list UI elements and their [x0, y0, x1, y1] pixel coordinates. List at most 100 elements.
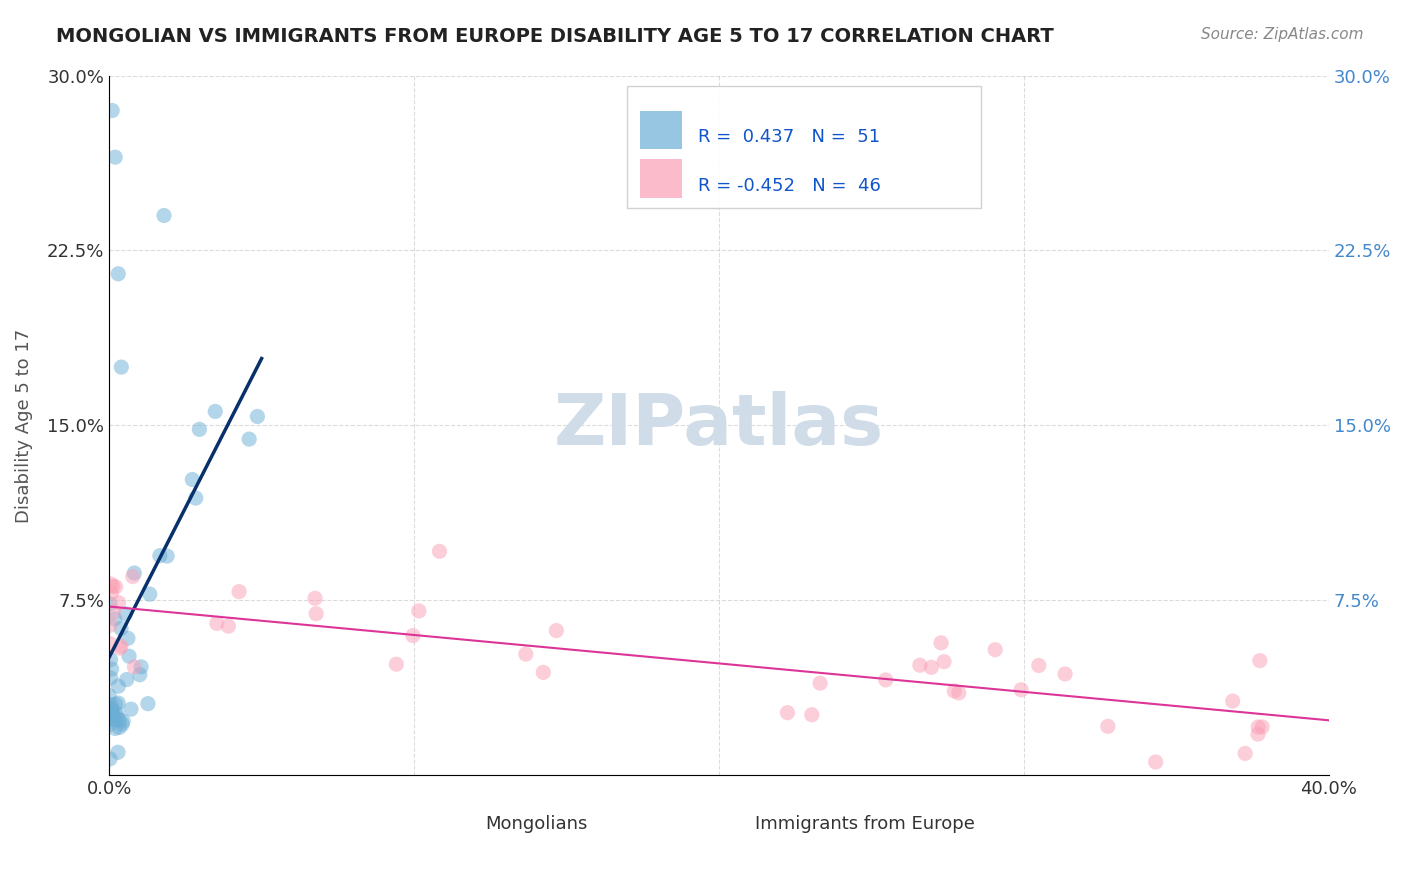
Point [120, 702, 142, 716]
Point [984, 642, 1007, 657]
Point [1097, 719, 1119, 733]
FancyBboxPatch shape [640, 160, 682, 198]
Point [1028, 658, 1050, 673]
Point [908, 658, 931, 673]
Point [100, 662, 122, 676]
Point [228, 584, 250, 599]
Point [101, 712, 124, 726]
Point [408, 604, 430, 618]
Point [776, 706, 799, 720]
Point [246, 409, 269, 424]
Point [98, 717, 121, 731]
FancyBboxPatch shape [762, 810, 792, 835]
Point [108, 713, 131, 727]
Point [98, 618, 121, 632]
Point [100, 707, 122, 722]
Point [128, 667, 150, 681]
Point [546, 624, 568, 638]
Point [429, 544, 451, 558]
Point [920, 660, 942, 674]
Point [101, 579, 124, 593]
Point [531, 665, 554, 680]
Point [117, 632, 139, 646]
Point [124, 660, 146, 674]
Point [118, 649, 141, 664]
Point [124, 566, 146, 580]
Point [1144, 755, 1167, 769]
Point [204, 404, 226, 418]
Point [114, 607, 136, 621]
Point [1222, 694, 1244, 708]
Point [103, 605, 125, 619]
Point [138, 587, 160, 601]
Point [110, 639, 132, 653]
Text: Immigrants from Europe: Immigrants from Europe [755, 815, 976, 833]
Text: MONGOLIAN VS IMMIGRANTS FROM EUROPE DISABILITY AGE 5 TO 17 CORRELATION CHART: MONGOLIAN VS IMMIGRANTS FROM EUROPE DISA… [56, 27, 1054, 45]
Point [107, 696, 129, 710]
Point [385, 657, 408, 672]
FancyBboxPatch shape [432, 810, 463, 835]
Point [98, 597, 121, 611]
Point [104, 150, 127, 164]
Text: Source: ZipAtlas.com: Source: ZipAtlas.com [1201, 27, 1364, 42]
Point [948, 686, 970, 700]
Point [100, 637, 122, 651]
Point [184, 491, 207, 505]
Point [808, 676, 831, 690]
Point [1251, 720, 1274, 734]
Point [110, 360, 132, 375]
Point [100, 698, 122, 712]
Point [98, 709, 121, 723]
Y-axis label: Disability Age 5 to 17: Disability Age 5 to 17 [15, 328, 32, 523]
Text: R = -0.452   N =  46: R = -0.452 N = 46 [699, 177, 882, 195]
Point [1247, 720, 1270, 734]
Point [304, 591, 326, 606]
Point [129, 660, 152, 674]
Point [107, 267, 129, 281]
Point [107, 745, 129, 759]
Point [105, 710, 128, 724]
Text: Mongolians: Mongolians [485, 815, 588, 833]
Point [1247, 727, 1270, 741]
Text: R =  0.437   N =  51: R = 0.437 N = 51 [699, 128, 880, 146]
Point [305, 607, 328, 621]
Point [932, 655, 955, 669]
Point [101, 713, 124, 727]
Point [100, 703, 122, 717]
FancyBboxPatch shape [640, 111, 682, 149]
Point [104, 612, 127, 626]
Point [402, 629, 425, 643]
Point [100, 671, 122, 685]
Point [108, 641, 131, 656]
Point [107, 679, 129, 693]
Point [112, 714, 135, 728]
Point [101, 103, 124, 118]
Point [100, 653, 122, 667]
Point [100, 577, 122, 591]
Point [515, 647, 537, 661]
Point [111, 717, 134, 731]
Point [238, 432, 260, 446]
Point [103, 708, 125, 723]
Point [153, 209, 176, 223]
Point [217, 619, 239, 633]
Point [136, 697, 159, 711]
Point [115, 673, 138, 687]
Point [100, 586, 122, 600]
Point [943, 684, 966, 698]
Point [929, 636, 952, 650]
Point [104, 697, 127, 711]
Point [121, 569, 143, 583]
Point [108, 720, 131, 734]
Point [104, 722, 127, 736]
Point [156, 549, 179, 563]
Text: ZIPatlas: ZIPatlas [554, 391, 884, 460]
Point [105, 706, 128, 720]
Point [205, 616, 228, 631]
Point [104, 580, 127, 594]
Point [1249, 654, 1271, 668]
Point [1234, 747, 1257, 761]
Point [98, 689, 121, 703]
Point [875, 673, 897, 687]
Point [188, 422, 211, 436]
